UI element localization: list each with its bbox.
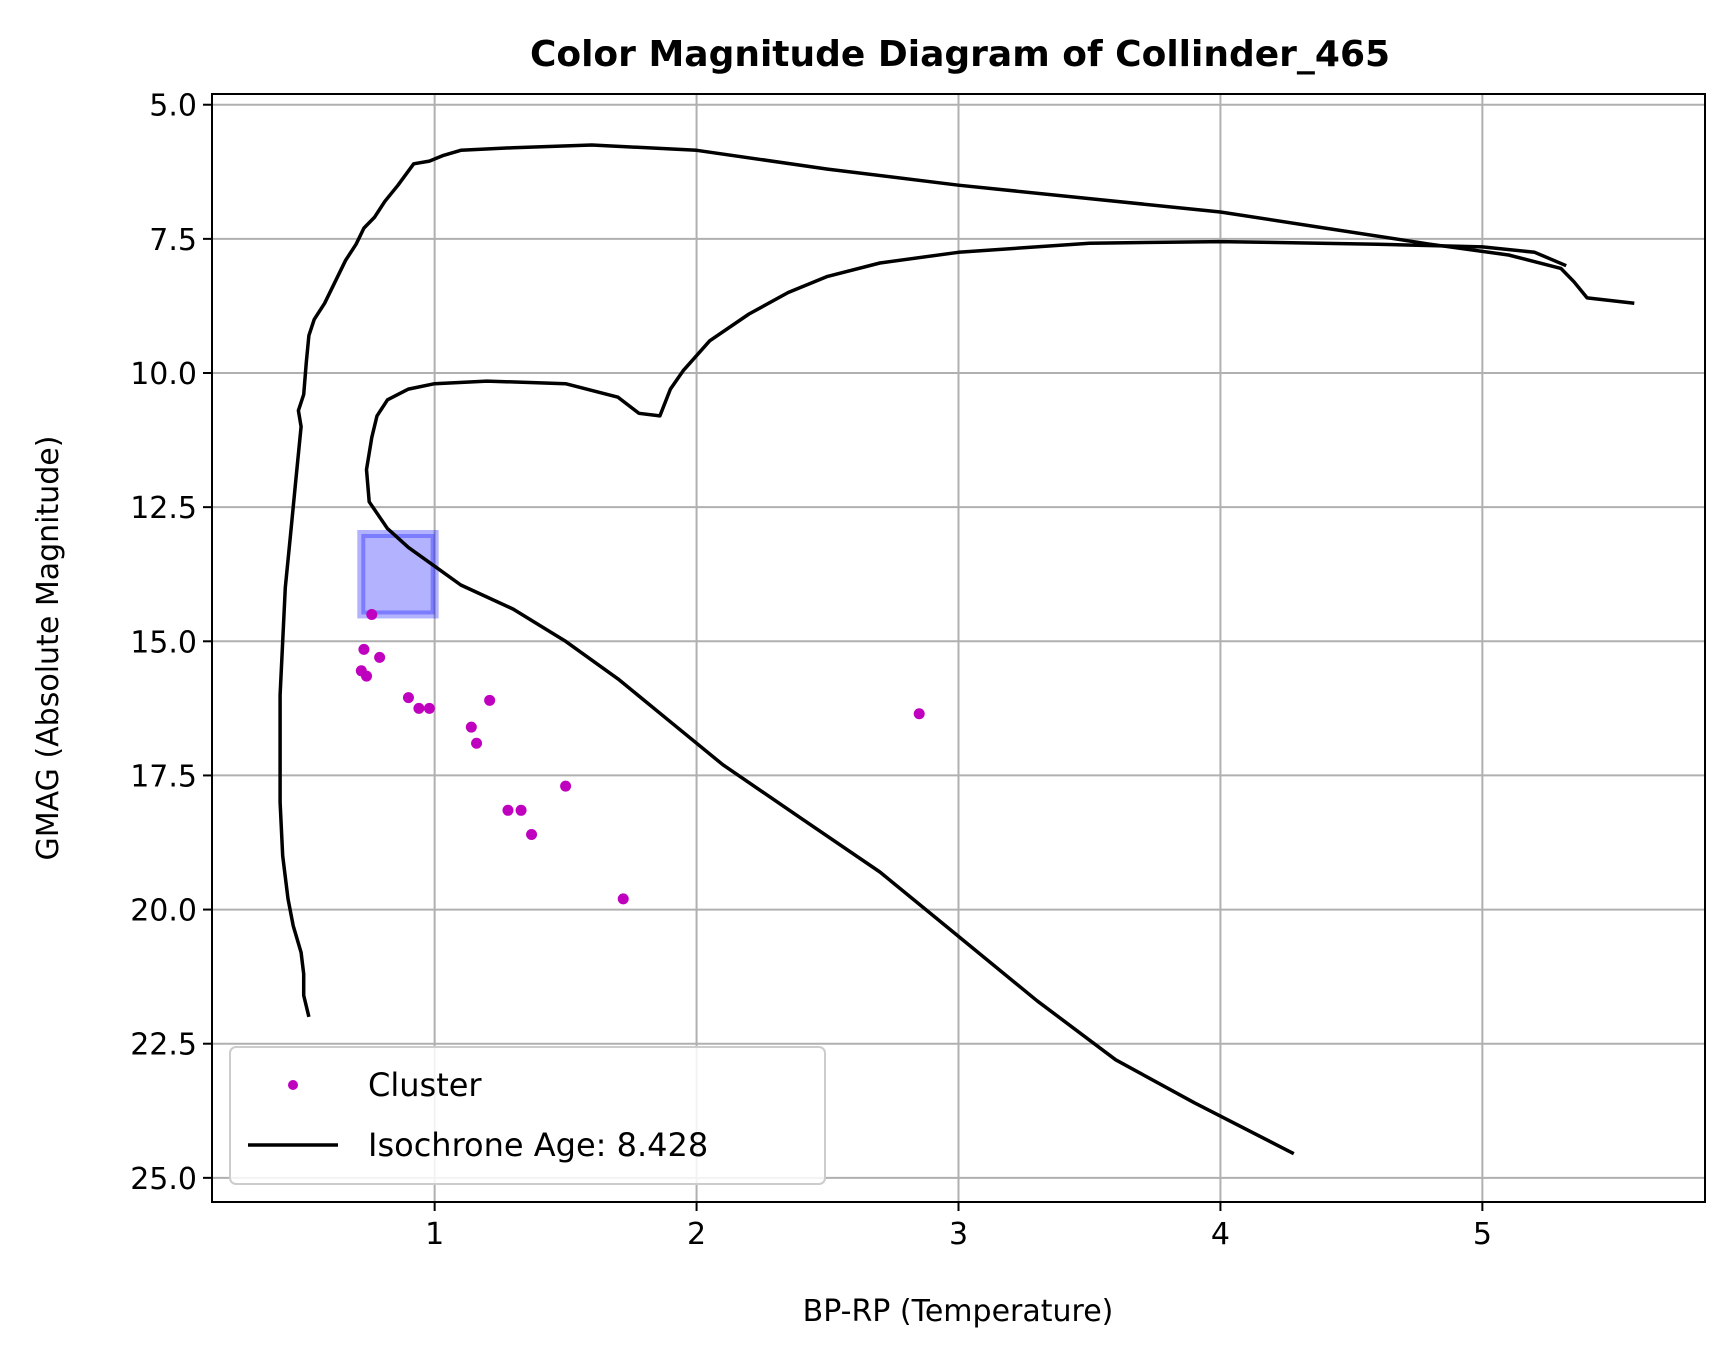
cluster-point [423,702,435,714]
cluster-point [402,692,414,704]
x-tick-label: 4 [1211,1217,1230,1252]
cluster-point [413,702,425,714]
y-tick-label: 22.5 [130,1028,197,1063]
x-tick-label: 2 [687,1217,706,1252]
y-tick-label: 25.0 [130,1162,197,1197]
cluster-point [366,608,378,620]
highlight-box [357,529,439,619]
legend-cluster-label: Cluster [368,1066,482,1104]
chart-title: Color Magnitude Diagram of Collinder_465 [530,34,1390,75]
cluster-point [471,737,483,749]
cluster-point [913,708,925,720]
cluster-point [502,804,514,816]
legend-box [229,1046,826,1185]
x-axis-label: BP-RP (Temperature) [803,1294,1114,1329]
cluster-point [465,721,477,733]
y-tick-label: 15.0 [130,625,197,660]
grid [212,94,1705,1202]
y-tick-label: 7.5 [149,223,197,258]
y-axis: 5.0 7.5 10.0 12.5 15.0 17.5 20.0 22.5 25.0 [130,89,212,1197]
x-tick-label: 3 [949,1217,968,1252]
y-tick-label: 12.5 [130,491,197,526]
cluster-point [560,780,572,792]
y-tick-label: 10.0 [130,357,197,392]
cluster-point [484,694,496,706]
cluster-point [617,893,629,905]
y-tick-label: 5.0 [149,89,197,124]
isochrone-line [278,143,1635,1018]
cluster-point [361,670,373,682]
plot-area [278,143,1635,1156]
cluster-point [358,643,370,655]
isochrone-line [364,239,1567,1156]
legend-isochrone-label: Isochrone Age: 8.428 [368,1126,708,1164]
cluster-point [515,804,527,816]
x-tick-label: 1 [425,1217,444,1252]
y-tick-label: 20.0 [130,894,197,929]
cluster-point [526,828,538,840]
x-axis: 1 2 3 4 5 [425,1202,1492,1252]
legend-cluster-marker [288,1080,298,1090]
legend: Cluster Isochrone Age: 8.428 [229,1046,826,1185]
x-tick-label: 5 [1473,1217,1492,1252]
cluster-point [374,651,386,663]
y-tick-label: 17.5 [130,759,197,794]
y-axis-label: GMAG (Absolute Magnitude) [31,436,66,861]
